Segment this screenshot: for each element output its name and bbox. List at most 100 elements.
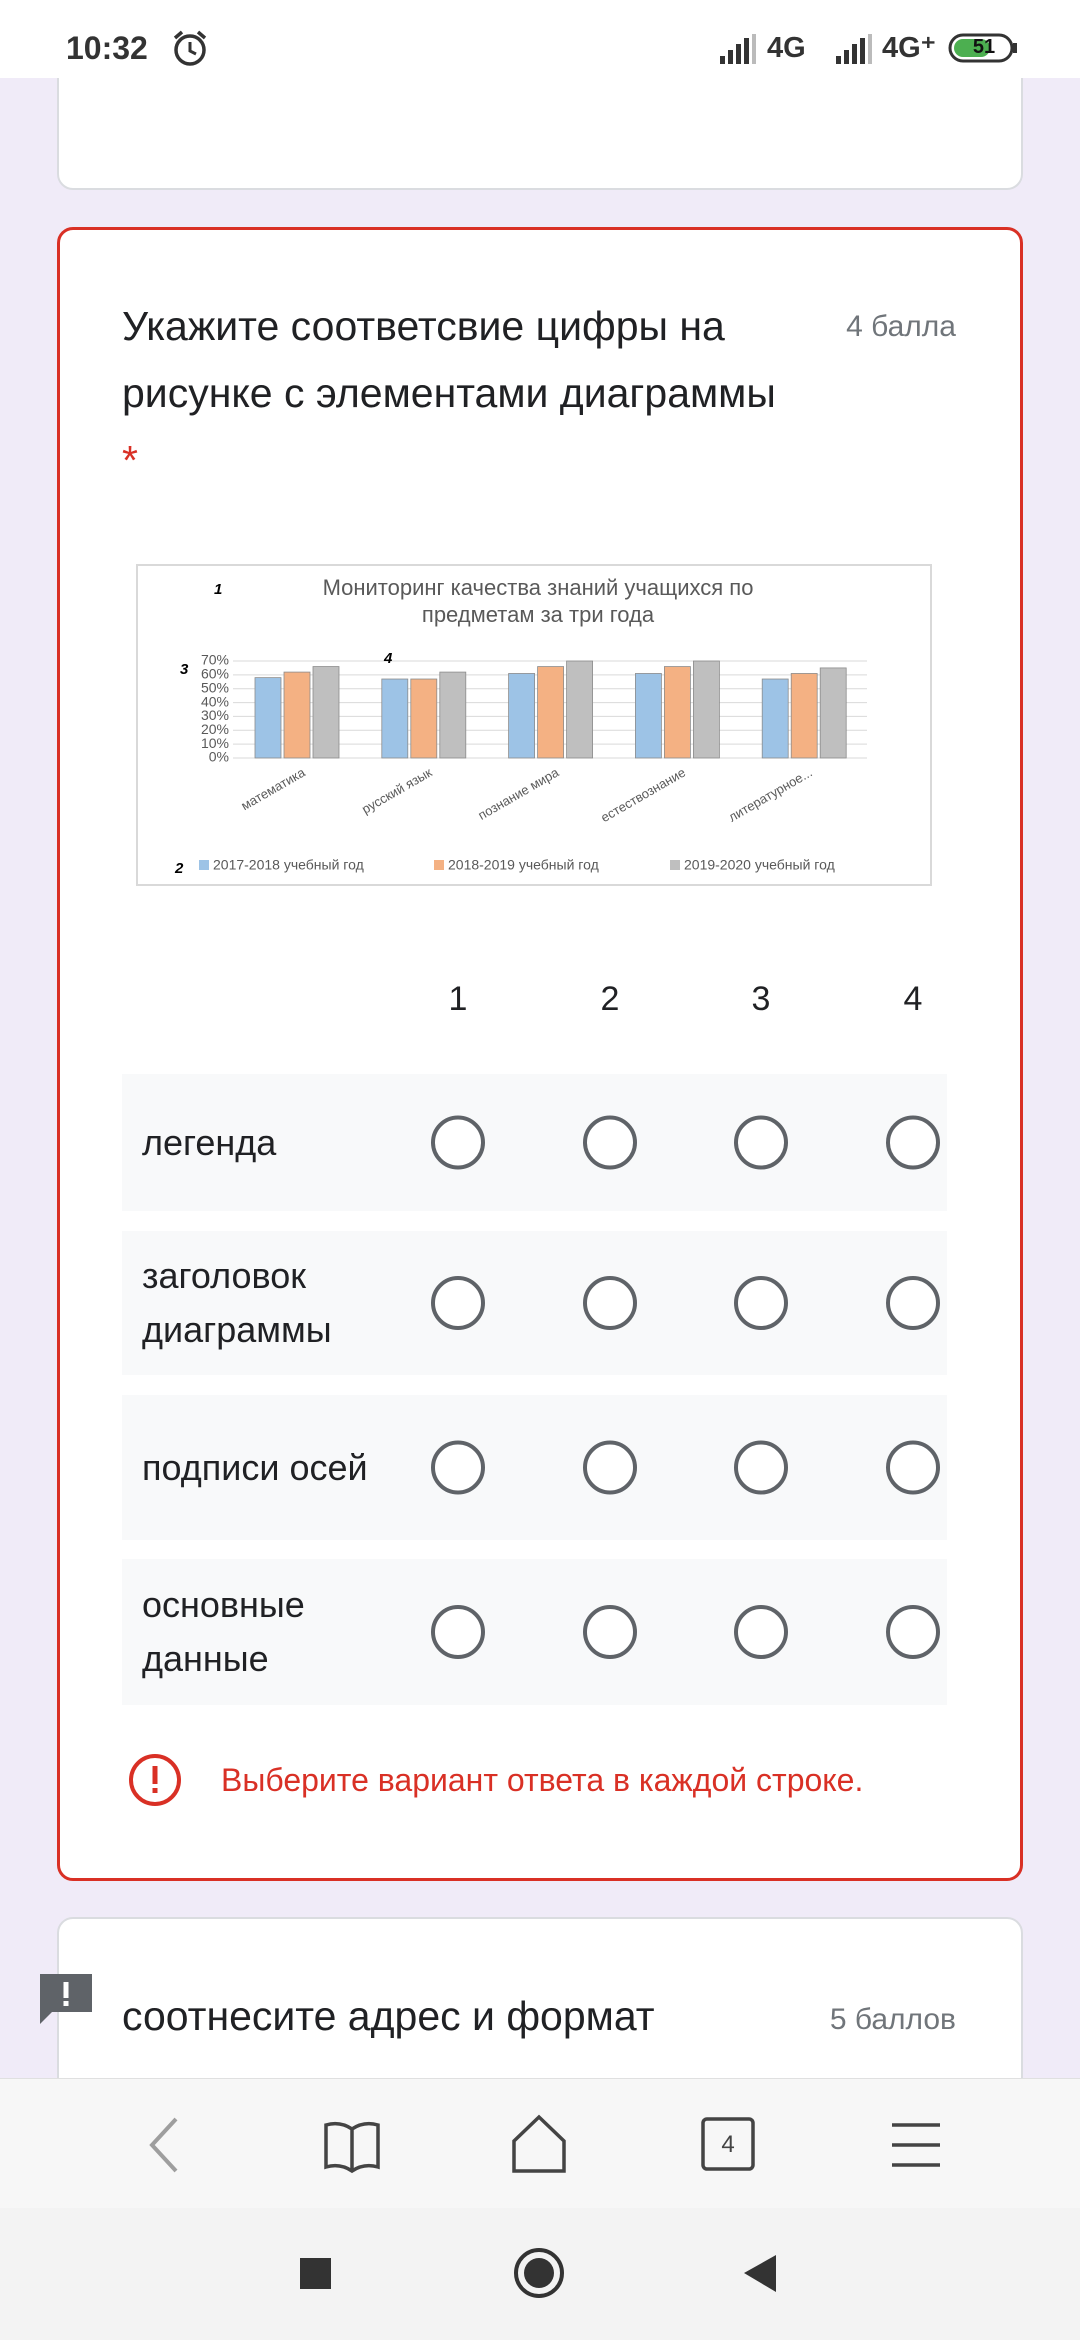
error-icon: [129, 1754, 181, 1806]
legend-swatch: [670, 860, 680, 870]
legend-label: 2017-2018 учебный год: [213, 857, 364, 873]
battery-level: 51: [972, 36, 996, 58]
time: 10:32: [66, 30, 148, 66]
annotation: 3: [180, 661, 189, 678]
row-label: легенда: [142, 1121, 277, 1163]
bar: [312, 666, 340, 759]
radio-group: [431, 1440, 940, 1495]
radio-button[interactable]: [583, 1440, 637, 1495]
radio-group: [431, 1115, 940, 1170]
legend-swatch: [434, 860, 444, 870]
network: 4G⁺: [882, 32, 936, 64]
radio-button[interactable]: [431, 1276, 485, 1330]
radio-button[interactable]: [734, 1605, 788, 1659]
radio-button[interactable]: [886, 1605, 940, 1659]
bar: [693, 660, 720, 759]
column-header: 1: [448, 980, 468, 1018]
legend-swatch: [199, 860, 209, 870]
radio-button[interactable]: [431, 1605, 485, 1659]
chart-image: Мониторинг качества знаний учащихся по п…: [136, 564, 932, 886]
x-tick-label: литературное...: [726, 765, 815, 825]
radio-group: [431, 1276, 940, 1330]
menu-button[interactable]: [892, 2123, 940, 2167]
bar: [283, 671, 311, 759]
column-header: 3: [751, 980, 771, 1018]
signal-icon: [720, 34, 756, 64]
legend-label: 2018-2019 учебный год: [448, 857, 599, 873]
radio-button[interactable]: [886, 1276, 940, 1330]
bar: [790, 673, 818, 759]
recents-button[interactable]: [300, 2258, 331, 2289]
row-label: подписи осей: [142, 1446, 368, 1488]
chart-title: Мониторинг качества знаний учащихся по п…: [322, 575, 754, 627]
status-bar: 10:32 4G 4G⁺ 51: [0, 0, 1080, 78]
x-tick-label: естествознание: [598, 765, 688, 826]
column-header: 4: [903, 980, 923, 1018]
radio-button[interactable]: [734, 1276, 788, 1330]
back-button[interactable]: [149, 2117, 178, 2173]
question-text: Укажите соответсвие цифры на рисунке с э…: [122, 303, 776, 416]
feedback-icon[interactable]: [38, 1972, 94, 2028]
y-tick-label: 20%: [201, 721, 229, 737]
y-tick-label: 10%: [201, 735, 229, 751]
nav-icons: [300, 2248, 776, 2298]
bar: [634, 673, 662, 759]
grid-row: заголовок диаграммы: [122, 1231, 947, 1375]
tabs-button[interactable]: [701, 2117, 755, 2171]
chart: 0%10%20%30%40%50%60%70% математика русский…: [174, 581, 867, 877]
home-nav-button[interactable]: [514, 2248, 564, 2298]
required-mark: *: [122, 437, 138, 483]
bar: [664, 666, 691, 759]
x-tick-label: познание мира: [475, 764, 561, 823]
battery-icon: [948, 33, 1017, 63]
y-tick-label: 30%: [201, 707, 229, 723]
annotation: 4: [383, 650, 393, 667]
radio-button[interactable]: [734, 1115, 788, 1170]
radio-button[interactable]: [583, 1115, 637, 1170]
grid-row: легенда: [122, 1074, 947, 1211]
tab-count: 4: [721, 2131, 735, 2158]
question-title: Укажите соответсвие цифры на рисунке с э…: [122, 293, 802, 494]
radio-button[interactable]: [583, 1605, 637, 1659]
y-tick-label: 0%: [209, 749, 229, 765]
bar: [410, 678, 438, 759]
x-tick-label: математика: [238, 764, 308, 813]
radio-button[interactable]: [886, 1440, 940, 1495]
points: 4 балла: [846, 310, 956, 343]
radio-button[interactable]: [431, 1440, 485, 1495]
grid-row: подписи осей: [122, 1395, 947, 1540]
bookmarks-button[interactable]: [324, 2121, 380, 2174]
alarm-icon: [173, 30, 207, 66]
bar: [439, 671, 467, 759]
next-points: 5 баллов: [829, 2003, 956, 2036]
radio-button[interactable]: [886, 1115, 940, 1170]
error-text: Выберите вариант ответа в каждой строке.: [221, 1762, 864, 1798]
column-header: 2: [600, 980, 620, 1018]
grid-row: основные данные: [122, 1559, 947, 1705]
row-label: заголовок диаграммы: [142, 1255, 332, 1350]
y-tick-label: 50%: [201, 679, 229, 695]
radio-group: [431, 1605, 940, 1659]
x-tick-label: русский язык: [359, 764, 435, 816]
y-tick-label: 60%: [201, 666, 229, 682]
annotation: 1: [214, 581, 222, 598]
bar: [381, 678, 409, 759]
network: 4G: [767, 32, 806, 64]
legend-label: 2019-2020 учебный год: [684, 857, 835, 873]
back-nav-button[interactable]: [744, 2255, 776, 2292]
signal-icon: [836, 34, 872, 64]
bar: [254, 677, 282, 759]
radio-button[interactable]: [431, 1115, 485, 1170]
home-button[interactable]: [512, 2114, 566, 2173]
y-tick-label: 70%: [201, 652, 229, 668]
bar: [508, 673, 536, 759]
next-question-title: соотнесите адрес и формат: [122, 1993, 655, 2039]
nav-bar: [0, 2208, 1080, 2340]
bar: [761, 678, 789, 759]
row-label: основные данные: [142, 1584, 305, 1679]
radio-button[interactable]: [734, 1440, 788, 1495]
radio-button[interactable]: [583, 1276, 637, 1330]
y-tick-label: 40%: [201, 693, 229, 709]
toolbar-icons: [149, 2114, 940, 2174]
